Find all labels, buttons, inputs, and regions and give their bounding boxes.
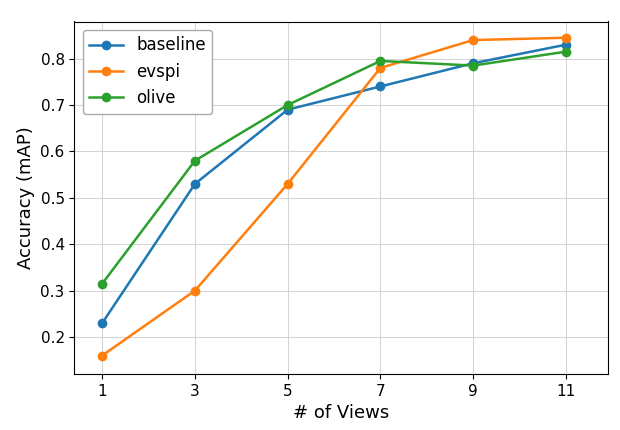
olive <box>562 49 570 54</box>
baseline <box>469 61 477 66</box>
olive <box>377 58 384 64</box>
olive <box>191 158 198 163</box>
evspi <box>377 65 384 71</box>
Legend: baseline, evspi, olive: baseline, evspi, olive <box>82 30 213 114</box>
baseline <box>99 320 106 326</box>
Line: olive: olive <box>98 47 570 288</box>
evspi <box>99 353 106 358</box>
olive <box>469 63 477 68</box>
olive <box>99 281 106 286</box>
evspi <box>191 288 198 293</box>
olive <box>284 102 291 108</box>
evspi <box>284 181 291 187</box>
Line: evspi: evspi <box>98 34 570 360</box>
Y-axis label: Accuracy (mAP): Accuracy (mAP) <box>17 126 35 269</box>
baseline <box>377 84 384 89</box>
baseline <box>191 181 198 187</box>
evspi <box>469 37 477 43</box>
evspi <box>562 35 570 40</box>
baseline <box>562 42 570 47</box>
baseline <box>284 107 291 112</box>
X-axis label: # of Views: # of Views <box>293 404 389 422</box>
Line: baseline: baseline <box>98 40 570 327</box>
